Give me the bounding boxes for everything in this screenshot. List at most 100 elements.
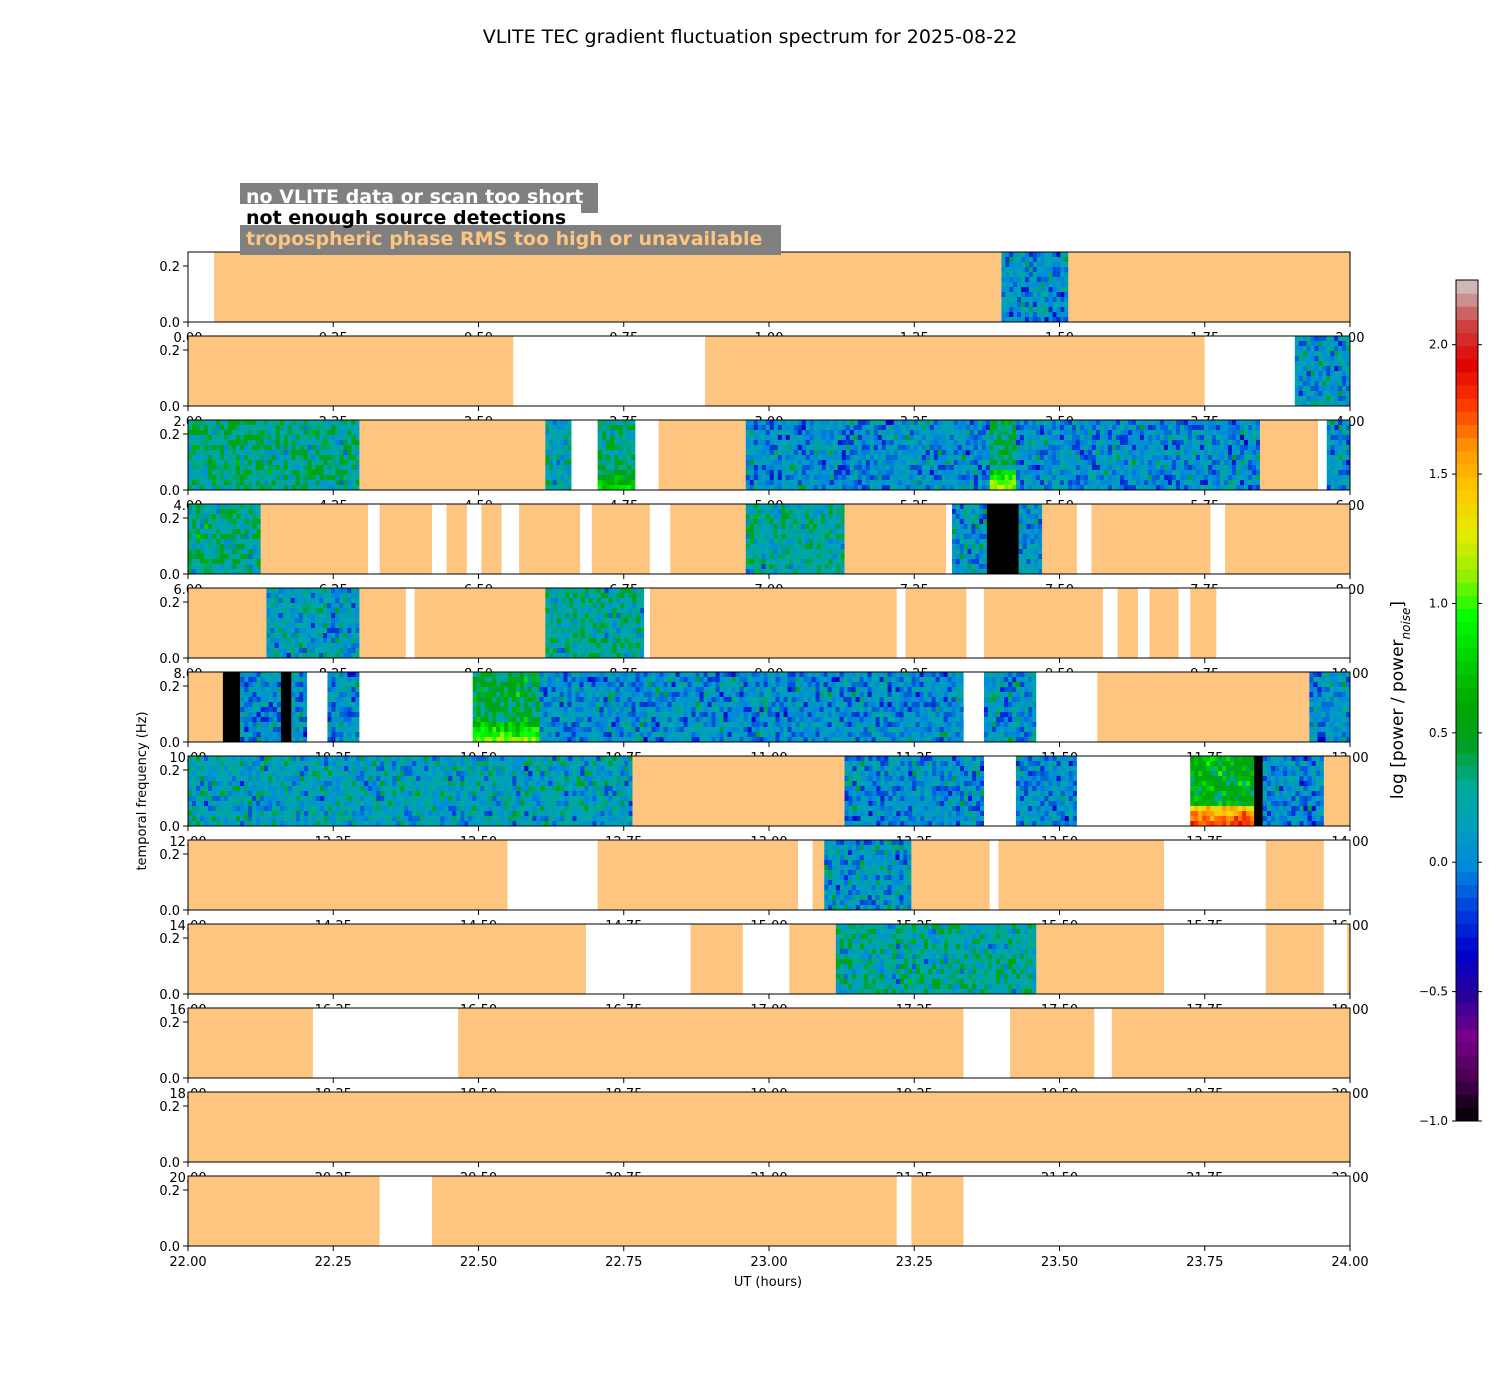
spectrum-cell [1207, 460, 1213, 466]
spectrum-cell [310, 643, 316, 649]
spectrum-cell [188, 524, 193, 530]
spectrum-cell [1338, 351, 1343, 357]
spectrum-cell [1314, 401, 1319, 407]
spectrum-cell [997, 460, 1002, 466]
spectrum-cell [905, 445, 911, 451]
spectrum-cell [1048, 262, 1053, 268]
spectrum-cell [351, 445, 356, 451]
spectrum-cell [1294, 366, 1300, 372]
spectrum-cell [1123, 420, 1129, 426]
spectrum-cell [881, 445, 887, 451]
spectrum-cell [1039, 425, 1045, 431]
spectrum-cell [188, 480, 193, 486]
spectrum-cell [563, 425, 569, 431]
spectrum-cell [1227, 465, 1233, 471]
spectrum-cell [355, 653, 360, 659]
spectrum-cell [1071, 455, 1077, 461]
spectrum-cell [1306, 346, 1311, 352]
spectrum-cell [885, 470, 891, 476]
spectrum-cell [781, 425, 787, 431]
spectrum-cell [191, 470, 197, 476]
spectrum-cell [1023, 430, 1029, 436]
spectrum-cell [1119, 440, 1125, 446]
spectrum-cell [347, 588, 352, 594]
spectrum-cell [604, 613, 609, 619]
spectrum-cell [314, 643, 320, 649]
spectrum-cell [1326, 356, 1331, 362]
spectrum-cell [765, 485, 771, 491]
spectrum-cell [1009, 297, 1014, 303]
spectrum-cell [1135, 435, 1141, 441]
spectrum-cell [829, 445, 835, 451]
spectrum-cell [1103, 475, 1109, 481]
spectrum-cell [561, 588, 566, 594]
spectrum-cell [256, 702, 262, 708]
spectrum-cell [1215, 435, 1221, 441]
spectrum-cell [797, 470, 803, 476]
spectrum-cell [1215, 475, 1221, 481]
spectrum-cell [271, 440, 277, 446]
spectrum-cell [279, 425, 285, 431]
spectrum-cell [620, 608, 625, 614]
spectrum-cell [549, 460, 554, 466]
spectrum-cell [306, 613, 312, 619]
spectrum-cell [913, 460, 919, 466]
spectrum-cell [925, 440, 931, 446]
spectrum-cell [276, 687, 282, 693]
spectrum-cell [294, 648, 300, 654]
spectrum-cell [347, 485, 352, 491]
spectrum-cell [793, 504, 798, 510]
spectrum-cell [244, 524, 249, 530]
spectrum-cell [569, 618, 574, 624]
spectrum-cell [1055, 420, 1061, 426]
spectrum-cell [745, 504, 751, 510]
spectrum-cell [1071, 450, 1077, 456]
spectrum-cell [263, 430, 269, 436]
spectrum-cell [240, 737, 245, 743]
spectrum-cell [323, 653, 328, 659]
spectrum-cell [588, 638, 594, 644]
spectrum-cell [1055, 450, 1061, 456]
spectrum-cell [192, 539, 197, 545]
spectrum-cell [248, 564, 253, 570]
spectrum-cell [1219, 485, 1225, 491]
spectrum-cell [223, 420, 229, 426]
spectrum-cell [563, 450, 569, 456]
spectrum-cell [275, 440, 281, 446]
spectrum-cell [1056, 307, 1061, 313]
spectrum-cell [307, 465, 312, 471]
spectrum-cell [1004, 485, 1009, 491]
spectrum-cell [248, 569, 253, 575]
spectrum-cell [1036, 317, 1042, 323]
spectrum-cell [232, 559, 237, 565]
spectrum-cell [777, 539, 782, 545]
spectrum-cell [196, 564, 201, 570]
spectrum-cell [631, 455, 636, 461]
segment-trop [414, 588, 546, 658]
spectrum-cell [327, 440, 332, 446]
spectrum-cell [905, 485, 911, 491]
spectrum-cell [295, 450, 301, 456]
spectrum-cell [204, 549, 209, 555]
spectrum-cell [606, 455, 611, 461]
spectrum-cell [793, 519, 798, 525]
spectrum-cell [264, 687, 270, 693]
spectrum-cell [1310, 341, 1315, 347]
spectrum-cell [1034, 554, 1039, 560]
spectrum-cell [1056, 262, 1061, 268]
spectrum-cell [965, 450, 971, 456]
spectrum-cell [1227, 455, 1233, 461]
spectrum-cell [223, 450, 229, 456]
spectrum-cell [809, 445, 815, 451]
spectrum-cell [893, 460, 899, 466]
spectrum-cell [239, 480, 245, 486]
spectrum-cell [959, 509, 965, 515]
spectrum-cell [306, 618, 312, 624]
spectrum-cell [636, 653, 641, 659]
spectrum-cell [797, 440, 803, 446]
spectrum-cell [596, 588, 602, 594]
spectrum-cell [1115, 470, 1121, 476]
spectrum-cell [310, 593, 316, 599]
spectrum-cell [351, 465, 356, 471]
spectrum-cell [207, 420, 213, 426]
